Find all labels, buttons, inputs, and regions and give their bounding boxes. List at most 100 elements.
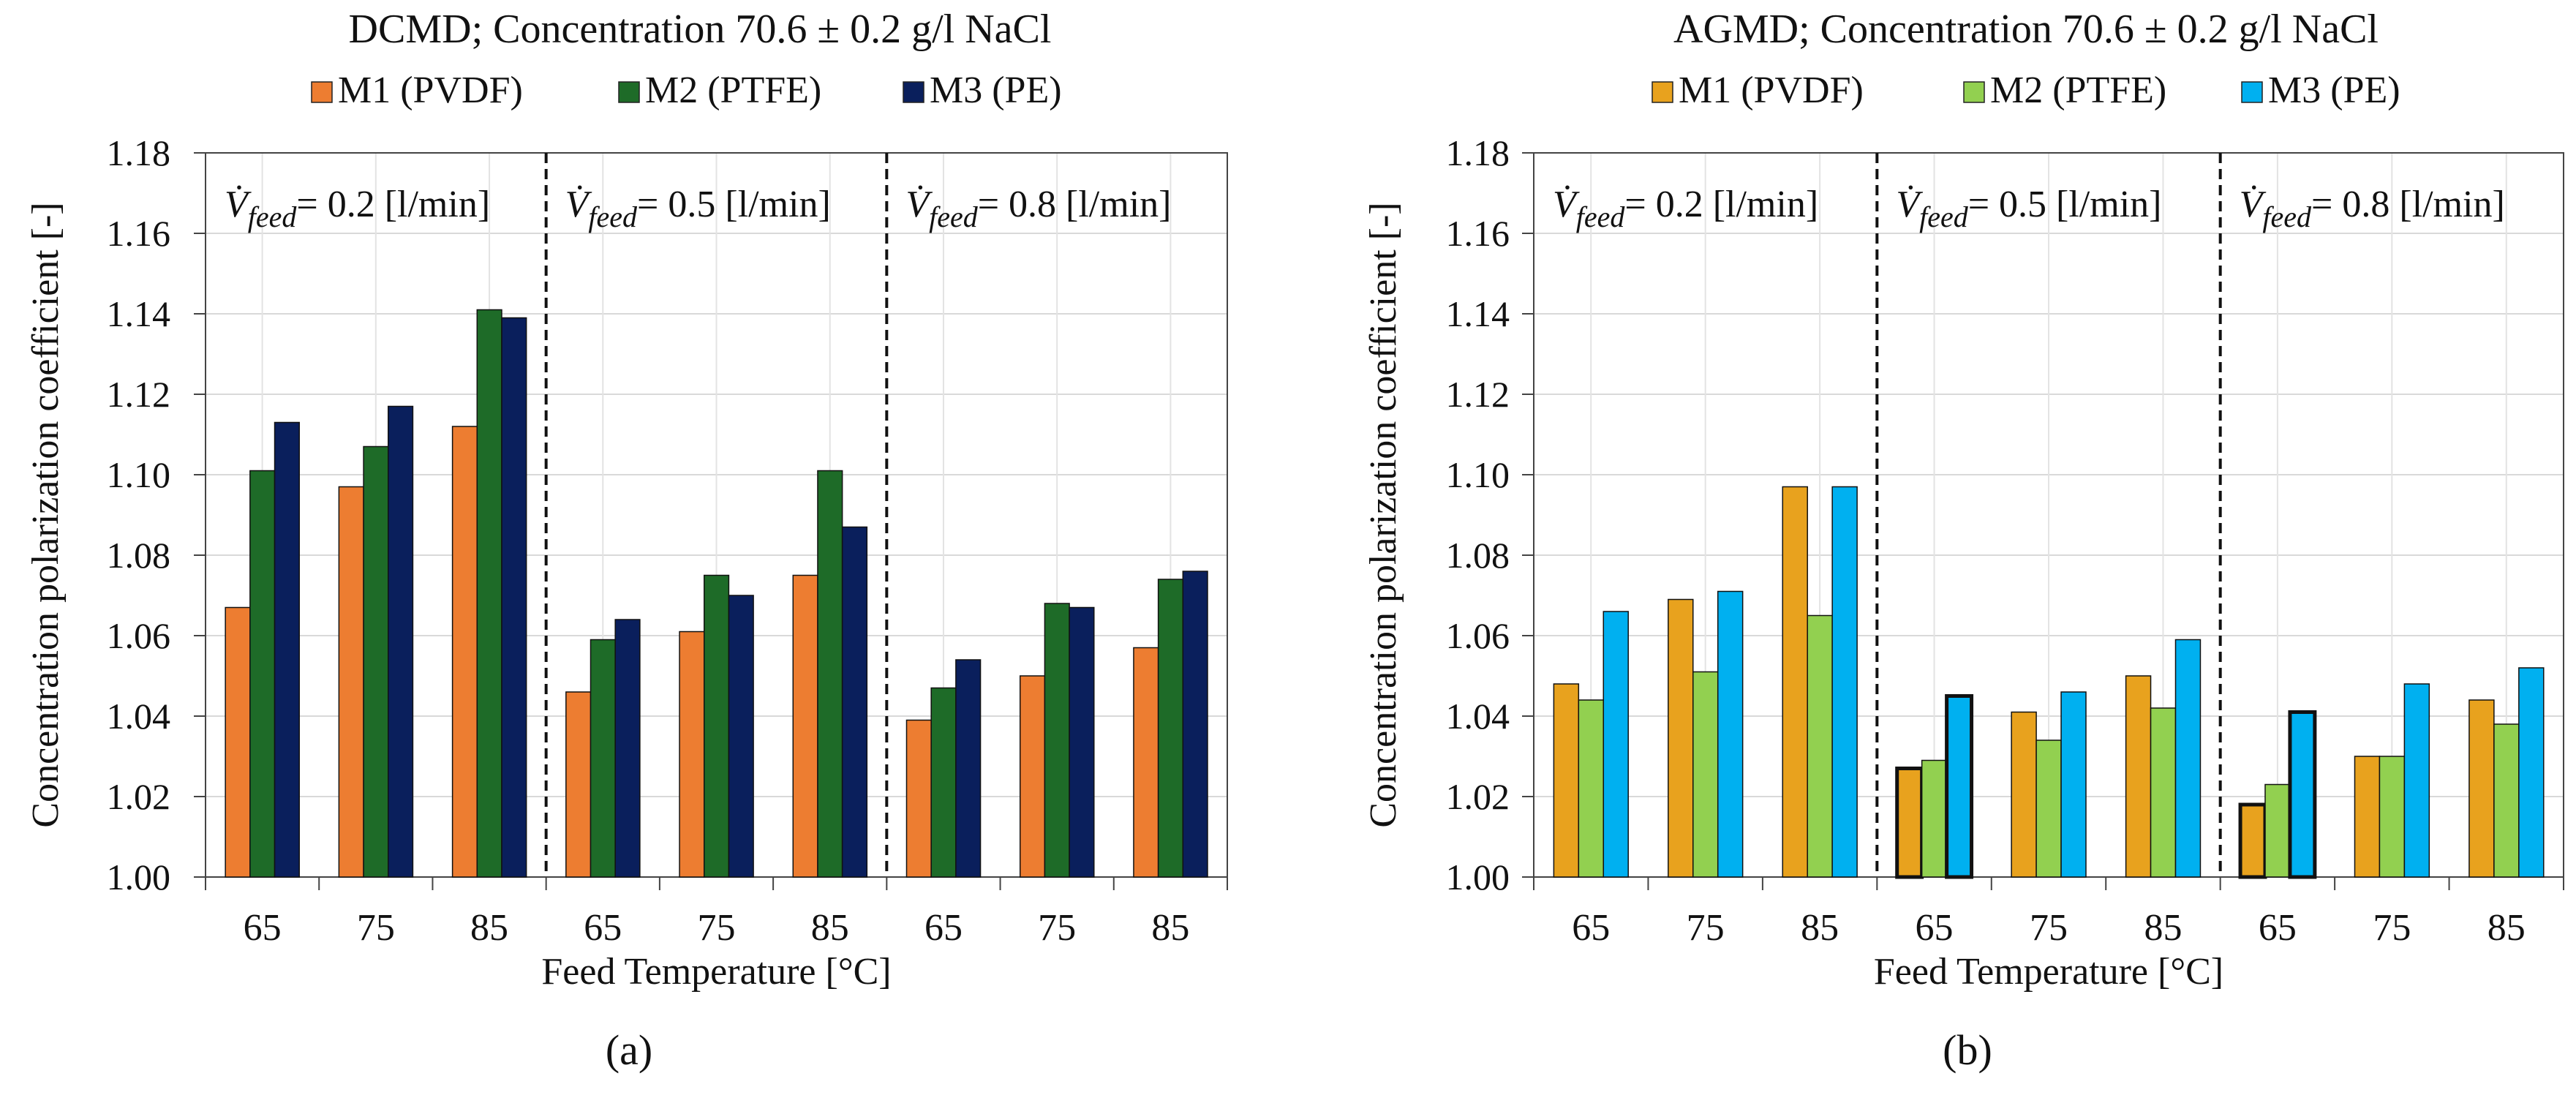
bar-m1 bbox=[1553, 683, 1580, 878]
legend-swatch bbox=[311, 81, 333, 103]
bar-m1 bbox=[1668, 598, 1694, 878]
bar-m2 bbox=[817, 470, 843, 878]
bar-m2 bbox=[2264, 783, 2291, 878]
y-tick-label: 1.06 bbox=[107, 615, 171, 656]
bar-m2 bbox=[1921, 759, 1948, 878]
x-tick-label: 75 bbox=[1038, 907, 1076, 949]
flow-symbol: V̇ bbox=[225, 184, 252, 225]
x-tick-label: 75 bbox=[698, 907, 736, 949]
y-tick-label: 1.16 bbox=[107, 213, 171, 254]
y-tick-label: 1.00 bbox=[1446, 857, 1510, 898]
bar-m3 bbox=[841, 526, 868, 878]
chart-title: AGMD; Concentration 70.6 ± 0.2 g/l NaCl bbox=[1673, 7, 2379, 52]
y-tick-label: 1.00 bbox=[107, 857, 171, 898]
x-tick-label: 85 bbox=[1151, 907, 1189, 949]
flow-value: = 0.5 [l/min] bbox=[1968, 184, 2162, 225]
bar-m3 bbox=[2403, 683, 2430, 878]
bar-m2 bbox=[590, 639, 616, 878]
bar-m3 bbox=[1831, 486, 1858, 878]
flow-subscript: feed bbox=[1919, 200, 1969, 233]
y-axis-title: Concentration polarization coefficient [… bbox=[25, 202, 67, 827]
bar-m2 bbox=[1157, 579, 1184, 878]
bar-m1 bbox=[1019, 675, 1046, 878]
x-tick-label: 65 bbox=[1572, 907, 1610, 949]
y-tick-label: 1.08 bbox=[1446, 535, 1510, 576]
bar-m2 bbox=[1044, 603, 1070, 878]
bar-m1 bbox=[2354, 756, 2381, 878]
bar-m3 bbox=[1717, 590, 1744, 878]
panel-label: (b) bbox=[1943, 1026, 1992, 1074]
x-axis-title: Feed Temperature [°C] bbox=[541, 951, 891, 993]
legend-label: M3 (PE) bbox=[2268, 69, 2400, 111]
bar-m2 bbox=[1692, 671, 1719, 878]
flow-rate-annotation: V̇feed= 0.5 [l/min] bbox=[1896, 184, 2161, 233]
chart-title: DCMD; Concentration 70.6 ± 0.2 g/l NaCl bbox=[349, 7, 1052, 52]
bar-m1 bbox=[1782, 486, 1808, 878]
y-tick-label: 1.18 bbox=[1446, 132, 1510, 173]
panel-label: (a) bbox=[606, 1026, 652, 1074]
legend-swatch bbox=[2241, 81, 2263, 103]
flow-rate-annotation: V̇feed= 0.8 [l/min] bbox=[905, 184, 1171, 233]
dcmd-chart: DCMD; Concentration 70.6 ± 0.2 g/l NaCl M… bbox=[25, 7, 1228, 1074]
flow-symbol: V̇ bbox=[1553, 184, 1580, 225]
flow-symbol: V̇ bbox=[1896, 184, 1923, 225]
x-tick-label: 65 bbox=[2259, 907, 2297, 949]
x-tick-label: 85 bbox=[2488, 907, 2526, 949]
y-tick-label: 1.04 bbox=[1446, 696, 1510, 737]
legend-swatch bbox=[1652, 81, 1673, 103]
bar-m3 bbox=[2174, 639, 2202, 878]
y-tick-label: 1.06 bbox=[1446, 615, 1510, 656]
bar-m1 bbox=[2468, 699, 2495, 878]
y-tick-label: 1.02 bbox=[1446, 776, 1510, 817]
x-tick-label: 85 bbox=[470, 907, 508, 949]
bar-m1 bbox=[565, 691, 592, 878]
x-tick-label: 85 bbox=[2144, 907, 2182, 949]
flow-subscript: feed bbox=[929, 200, 979, 233]
x-tick-label: 75 bbox=[357, 907, 395, 949]
bar-m3 bbox=[1603, 611, 1629, 878]
flow-symbol: V̇ bbox=[565, 184, 592, 225]
bar-m1 bbox=[2238, 802, 2267, 879]
bar-m1 bbox=[2125, 675, 2152, 878]
flow-value: = 0.5 [l/min] bbox=[637, 184, 831, 225]
bar-m3 bbox=[2060, 691, 2087, 878]
flow-subscript: feed bbox=[588, 200, 638, 233]
flow-value: = 0.8 [l/min] bbox=[2311, 184, 2505, 225]
legend-swatch bbox=[1963, 81, 1985, 103]
bar-m2 bbox=[2379, 756, 2406, 878]
bar-m1 bbox=[2011, 711, 2037, 878]
y-tick-label: 1.10 bbox=[1446, 454, 1510, 495]
y-tick-label: 1.04 bbox=[107, 696, 171, 737]
y-tick-label: 1.16 bbox=[1446, 213, 1510, 254]
legend-label: M2 (PTFE) bbox=[1990, 69, 2166, 111]
flow-value: = 0.2 [l/min] bbox=[296, 184, 490, 225]
x-tick-label: 65 bbox=[924, 907, 963, 949]
flow-symbol: V̇ bbox=[905, 184, 933, 225]
bar-m3 bbox=[1069, 606, 1095, 878]
y-tick-label: 1.08 bbox=[107, 535, 171, 576]
bar-m1 bbox=[1133, 647, 1159, 878]
flow-value: = 0.8 [l/min] bbox=[978, 184, 1172, 225]
flow-rate-annotation: V̇feed= 0.2 [l/min] bbox=[1553, 184, 1818, 233]
legend-label: M2 (PTFE) bbox=[645, 69, 821, 111]
legend-label: M1 (PVDF) bbox=[1679, 69, 1864, 111]
bar-m1 bbox=[679, 631, 705, 878]
bar-m1 bbox=[225, 606, 251, 878]
bar-m3 bbox=[1182, 571, 1208, 878]
bar-m1 bbox=[792, 574, 818, 878]
bar-m3 bbox=[274, 421, 300, 878]
bar-m3 bbox=[955, 659, 982, 878]
bar-m1 bbox=[905, 719, 932, 878]
bar-m3 bbox=[1945, 694, 1974, 879]
bar-m2 bbox=[1807, 614, 1833, 878]
bar-m2 bbox=[2035, 740, 2062, 878]
y-tick-label: 1.12 bbox=[1446, 374, 1510, 415]
legend-swatch bbox=[903, 81, 924, 103]
y-tick-label: 1.02 bbox=[107, 776, 171, 817]
flow-subscript: feed bbox=[1576, 200, 1626, 233]
y-tick-label: 1.10 bbox=[107, 454, 171, 495]
legend-label: M3 (PE) bbox=[930, 69, 1062, 111]
bar-m3 bbox=[614, 619, 641, 878]
x-axis-title: Feed Temperature [°C] bbox=[1874, 951, 2223, 993]
x-tick-label: 65 bbox=[244, 907, 282, 949]
